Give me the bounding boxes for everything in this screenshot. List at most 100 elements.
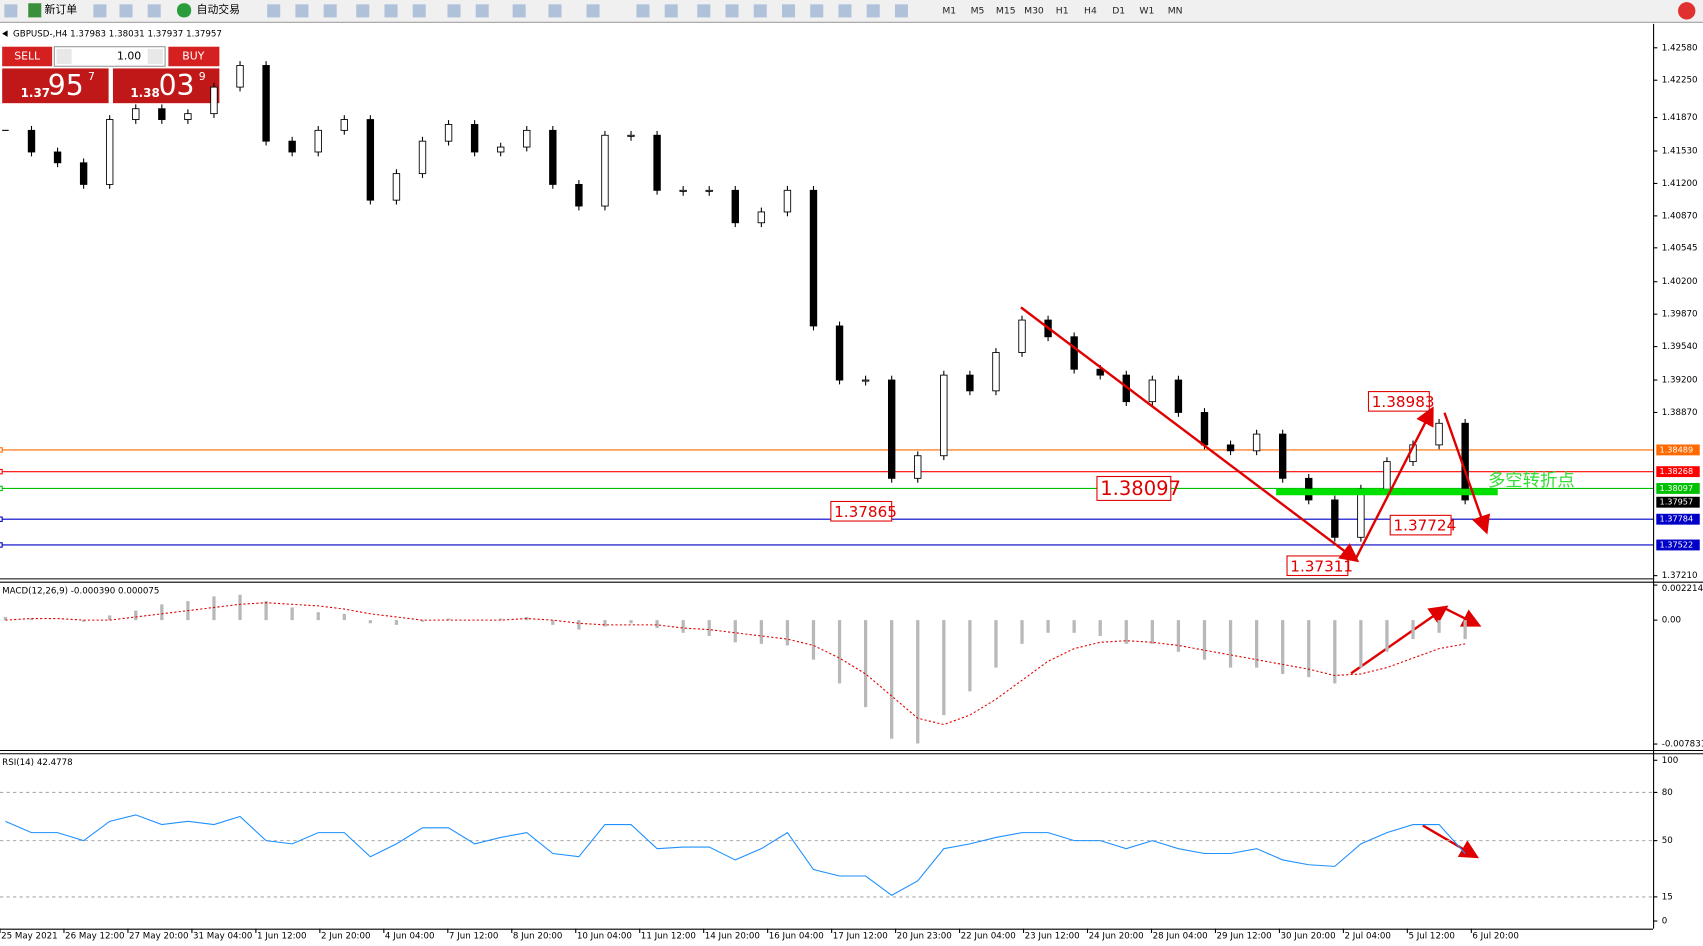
x-tick-label: 23 Jun 12:00: [1025, 932, 1080, 942]
candle: [210, 86, 218, 115]
toolbar-icon[interactable]: [356, 4, 370, 18]
x-tick-label: 14 Jun 20:00: [705, 932, 760, 942]
toolbar-icon[interactable]: [664, 4, 678, 18]
toolbar-icon[interactable]: [384, 4, 398, 18]
up-arrow: [1354, 406, 1434, 560]
candle: [288, 140, 296, 153]
new-order-button[interactable]: 新订单: [45, 2, 78, 16]
x-tick-label: 8 Jun 20:00: [513, 932, 563, 942]
candle: [1096, 368, 1104, 376]
chart-area: [0, 23, 1654, 946]
rsi-label: RSI(14) 42.4778: [2, 758, 73, 768]
candle: [236, 65, 244, 88]
toolbar-icon[interactable]: [412, 4, 426, 18]
alert-icon[interactable]: [1678, 2, 1696, 20]
toolbar-icon[interactable]: [725, 4, 739, 18]
candle: [158, 108, 166, 120]
toolbar-icon[interactable]: [894, 4, 908, 18]
lot-down[interactable]: [56, 48, 72, 65]
x-tick-label: 5 Jul 12:00: [1408, 932, 1454, 942]
toolbar-icon[interactable]: [636, 4, 650, 18]
y-tick-label: 1.40870: [1662, 211, 1698, 221]
rsi-panel: 100 80 50 15 0: [0, 756, 1678, 927]
timeframe-button[interactable]: M5: [971, 5, 985, 16]
candle: [1174, 379, 1183, 413]
candle: [887, 379, 896, 479]
y-tick-label: 1.38870: [1662, 408, 1698, 418]
candle: [53, 151, 62, 164]
x-tick-label: 29 Jun 12:00: [1217, 932, 1272, 942]
level-label: 1.37784: [1660, 514, 1694, 524]
level-handle: [0, 468, 3, 475]
price-callout-box: [830, 500, 893, 522]
y-tick-label: 0.002214: [1662, 584, 1703, 594]
x-tick-label: 10 Jun 04:00: [577, 932, 632, 942]
y-tick-label: 1.39540: [1662, 342, 1698, 352]
timeframe-button[interactable]: MN: [1168, 5, 1183, 16]
trend-arrows: [1020, 306, 1491, 859]
candle: [731, 189, 739, 224]
auto-trading-icon[interactable]: [177, 3, 192, 18]
toolbar-icon[interactable]: [295, 4, 309, 18]
candle: [705, 189, 713, 192]
toolbar-icon[interactable]: [447, 4, 461, 18]
toolbar-icon[interactable]: [810, 4, 824, 18]
candle: [1383, 461, 1391, 490]
lot-up[interactable]: [147, 48, 163, 65]
timeframe-button[interactable]: M15: [996, 5, 1016, 16]
macd-panel: 0.002214 0.00 -0.007831: [3, 584, 1703, 749]
toolbar-icon[interactable]: [753, 4, 767, 18]
toolbar-icon[interactable]: [838, 4, 852, 18]
toolbar-icon[interactable]: [119, 4, 133, 18]
y-tick-label: -0.007831: [1662, 739, 1703, 749]
sell-button[interactable]: [2, 46, 53, 67]
candle: [340, 119, 348, 131]
toolbar-icon[interactable]: [697, 4, 711, 18]
candle: [653, 134, 661, 191]
timeframe-button[interactable]: M1: [942, 5, 956, 16]
toolbar-icon[interactable]: [512, 4, 526, 18]
toolbar-icon[interactable]: [548, 4, 562, 18]
toolbar-icon[interactable]: [781, 4, 796, 18]
sell-price-box[interactable]: [2, 68, 109, 104]
level-label: 1.38268: [1660, 466, 1694, 476]
candle: [549, 129, 557, 185]
y-tick-label: 1.37210: [1662, 571, 1698, 581]
toolbar-icon[interactable]: [475, 4, 489, 18]
toolbar-icon[interactable]: [323, 4, 337, 18]
candle: [601, 134, 609, 207]
lot-input[interactable]: [53, 46, 166, 67]
buy-price-box[interactable]: [112, 68, 220, 104]
candle: [1252, 433, 1261, 452]
y-tick-label: 1.42250: [1662, 76, 1698, 86]
time-axis: 25 May 2021 26 May 12:00 27 May 20:00 31 Ma…: [0, 928, 1519, 942]
timeframe-button[interactable]: W1: [1139, 5, 1154, 16]
toolbar-icon[interactable]: [586, 4, 600, 18]
timeframe-button[interactable]: H4: [1084, 5, 1097, 16]
timeframe-button[interactable]: H1: [1056, 5, 1069, 16]
toolbar-icon[interactable]: [93, 4, 107, 18]
rsi-line: [5, 814, 1466, 896]
price-callout: 1.38097: [1100, 477, 1181, 500]
y-tick-label: 1.40545: [1662, 243, 1698, 253]
timeframe-button[interactable]: M30: [1024, 5, 1044, 16]
toolbar-icon[interactable]: [866, 4, 880, 18]
auto-trading-button[interactable]: 自动交易: [197, 2, 240, 16]
low: 1.37937: [147, 29, 183, 39]
x-tick-label: 20 Jun 23:00: [897, 932, 952, 942]
new-order-icon[interactable]: [28, 3, 42, 18]
y-tick-label: 1.41200: [1662, 179, 1698, 189]
x-tick-label: 1 Jun 12:00: [257, 932, 307, 942]
timeframe-button[interactable]: D1: [1112, 5, 1125, 16]
x-tick-label: 31 May 04:00: [193, 932, 252, 942]
toolbar-icon[interactable]: [267, 4, 281, 18]
toolbar-icon[interactable]: [4, 4, 18, 18]
buy-label[interactable]: BUY: [182, 49, 204, 62]
x-tick-label: 4 Jun 04:00: [385, 932, 435, 942]
buy-button[interactable]: [168, 46, 220, 67]
toolbar-icon[interactable]: [147, 4, 161, 18]
sell-label[interactable]: SELL: [14, 49, 40, 62]
y-tick-label: 15: [1662, 892, 1673, 902]
lot-value[interactable]: 1.00: [117, 49, 141, 62]
